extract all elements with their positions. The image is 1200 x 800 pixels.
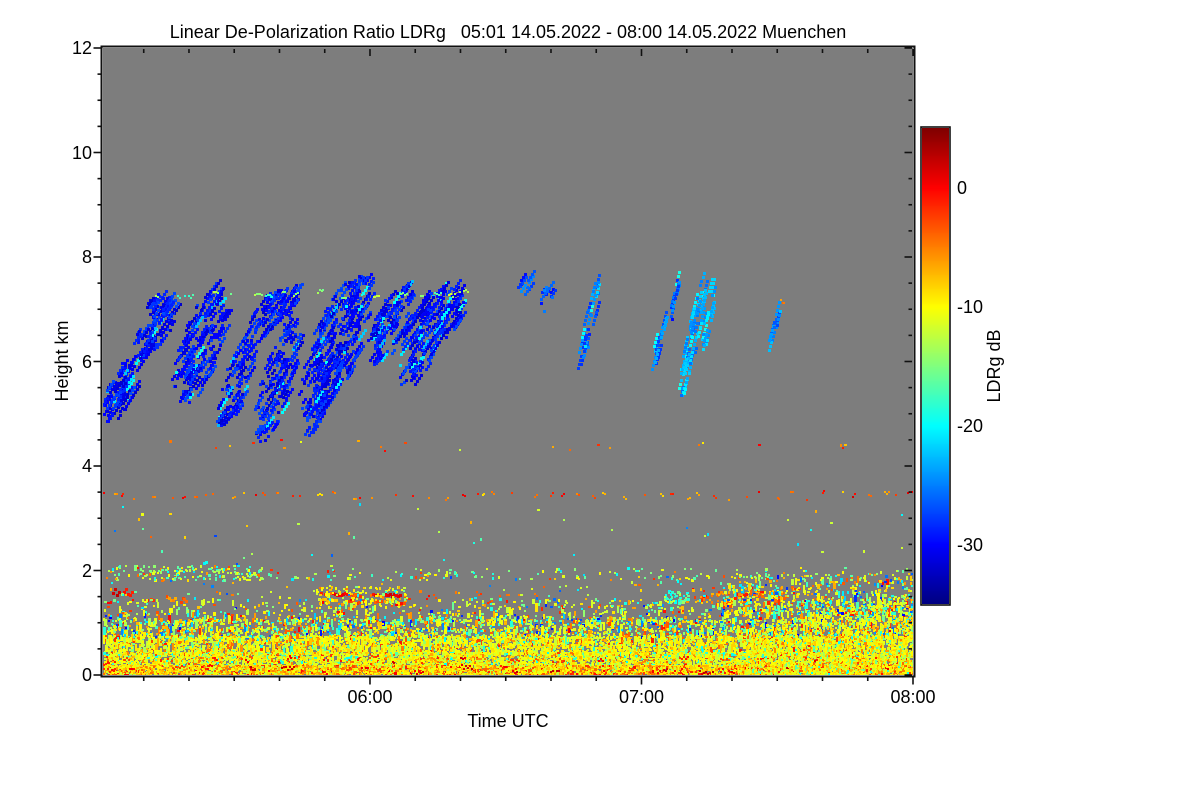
x-tick-label-0800: 08:00 [890, 687, 936, 707]
plot-area [103, 48, 913, 675]
x-tick-label-0600: 06:00 [347, 687, 393, 707]
colorbar [922, 128, 949, 604]
plot-title: Linear De-Polarization Ratio LDRg 05:01 … [169, 22, 847, 42]
y-axis-label: Height km [52, 320, 72, 402]
colorbar-gradient-canvas [922, 128, 949, 604]
x-tick-label-0700: 07:00 [618, 687, 665, 707]
y-tick-label-2: 2 [81, 560, 92, 581]
heatmap-canvas [103, 48, 913, 675]
y-tick-label-8: 8 [81, 247, 92, 267]
colorbar-tick-label--30: -30 [957, 534, 984, 555]
y-tick-label-0: 0 [81, 665, 92, 685]
colorbar-axis-label: LDRg dB [984, 329, 1004, 403]
colorbar-tick-label--20: -20 [957, 415, 984, 436]
colorbar-tick-label--10: -10 [957, 296, 984, 317]
colorbar-tick-label-0: 0 [957, 177, 968, 198]
y-tick-label-4: 4 [81, 456, 92, 476]
y-tick-label-12: 12 [71, 38, 92, 58]
y-tick-label-6: 6 [81, 351, 92, 372]
y-tick-label-10: 10 [71, 142, 92, 163]
x-axis-label: Time UTC [467, 711, 549, 731]
